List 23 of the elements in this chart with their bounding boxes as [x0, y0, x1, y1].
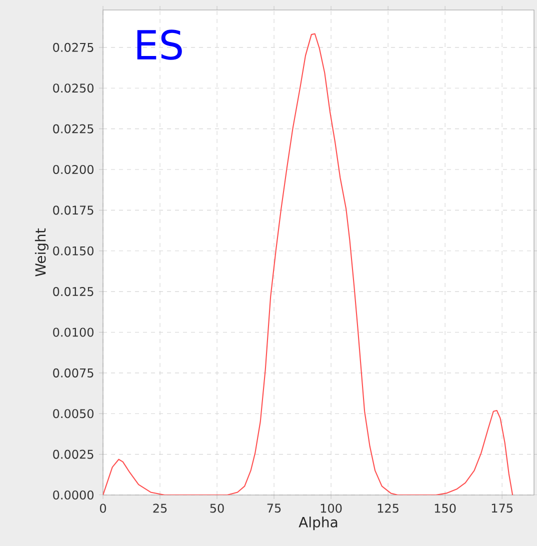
y-axis-title: Weight: [34, 228, 48, 276]
y-tick-label: 0.0250: [53, 84, 94, 93]
y-tick-label: 0.0225: [53, 124, 94, 134]
y-tick-label: 0.0150: [53, 246, 94, 256]
x-tick-label: 75: [267, 504, 281, 513]
y-tick-label: 0.0000: [53, 490, 94, 500]
x-tick-label: 175: [492, 504, 512, 513]
x-tick-label: 100: [320, 504, 342, 513]
y-tick-label: 0.0200: [53, 164, 94, 174]
y-tick-label: 0.0100: [53, 328, 94, 337]
x-tick-label: 25: [153, 504, 167, 513]
annotation: ES: [137, 30, 182, 60]
x-tick-label: 50: [210, 504, 224, 513]
y-tick-label: 0.0175: [53, 206, 94, 215]
x-tick-label: 150: [434, 504, 456, 513]
y-tick-label: 0.0125: [53, 287, 94, 296]
y-tick-label: 0.0075: [53, 368, 94, 378]
x-tick-label: 125: [378, 504, 398, 513]
x-tick-label: 0: [100, 504, 106, 513]
x-axis-title: Alpha: [298, 516, 338, 530]
y-tick-label: 0.0025: [53, 450, 94, 459]
y-tick-label: 0.0050: [53, 409, 94, 418]
y-tick-label: 0.0275: [53, 42, 94, 52]
